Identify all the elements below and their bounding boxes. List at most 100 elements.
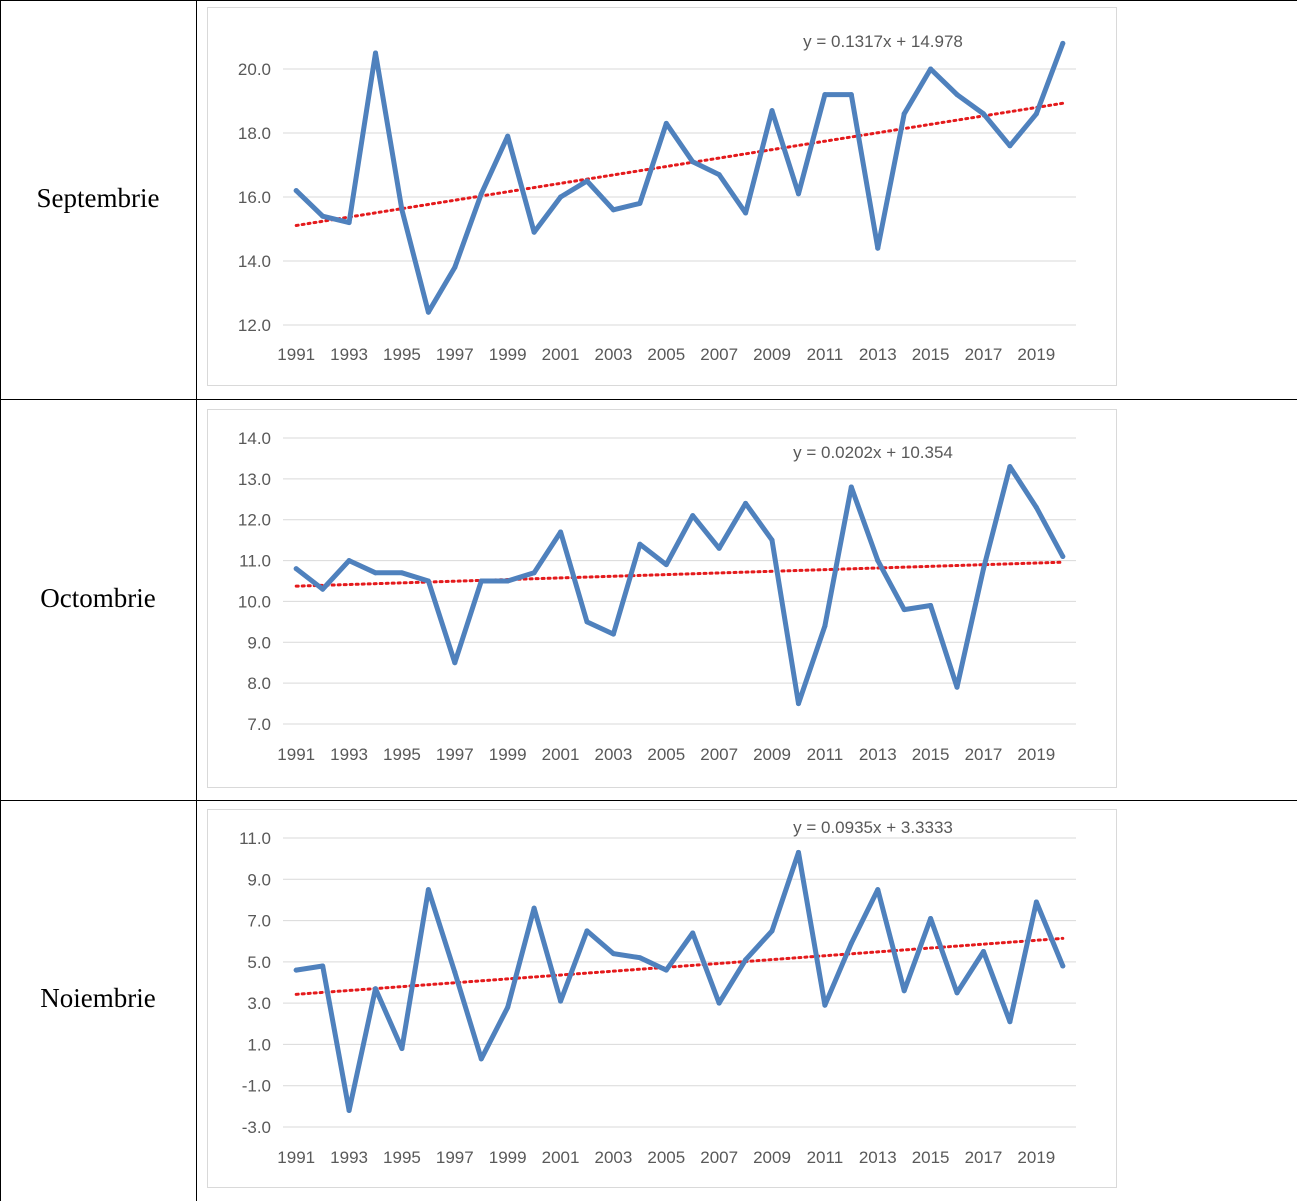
x-tick-label: 1997 xyxy=(436,345,474,364)
table-row-divider xyxy=(0,399,1297,400)
trendline xyxy=(294,101,1065,227)
data-point xyxy=(373,50,379,56)
data-point xyxy=(875,245,881,251)
data-point xyxy=(425,887,431,893)
y-tick-label: 14.0 xyxy=(238,252,271,271)
x-tick-label: 2009 xyxy=(753,1148,791,1167)
x-tick-label: 2019 xyxy=(1017,345,1055,364)
x-tick-label: 1993 xyxy=(330,345,368,364)
data-point xyxy=(637,200,643,206)
data-point xyxy=(795,849,801,855)
row-label-november: Noiembrie xyxy=(40,983,156,1013)
x-tick-label: 2001 xyxy=(542,345,580,364)
row-label-october: Octombrie xyxy=(40,583,156,613)
data-point xyxy=(478,578,484,584)
x-tick-label: 2013 xyxy=(859,345,897,364)
data-point xyxy=(716,545,722,551)
x-tick-label: 1995 xyxy=(383,1148,421,1167)
x-tick-label: 2017 xyxy=(965,745,1003,764)
data-point xyxy=(478,191,484,197)
data-point xyxy=(822,1002,828,1008)
y-tick-label: 11.0 xyxy=(239,829,271,848)
x-tick-label: 1991 xyxy=(277,1148,315,1167)
data-point xyxy=(822,623,828,629)
trendline xyxy=(294,936,1065,996)
x-tick-label: 2013 xyxy=(859,1148,897,1167)
data-point xyxy=(848,940,854,946)
x-tick-label: 1997 xyxy=(436,745,474,764)
data-point xyxy=(901,111,907,117)
data-point xyxy=(980,111,986,117)
x-tick-label: 1999 xyxy=(489,745,527,764)
y-tick-label: 7.0 xyxy=(247,715,271,734)
y-tick-label: 3.0 xyxy=(247,994,271,1013)
data-point xyxy=(346,558,352,564)
x-tick-label: 2017 xyxy=(965,1148,1003,1167)
data-point xyxy=(1007,1019,1013,1025)
x-tick-label: 2011 xyxy=(807,745,844,764)
data-point xyxy=(663,120,669,126)
x-tick-label: 2005 xyxy=(647,745,685,764)
y-tick-label: 12.0 xyxy=(238,316,271,335)
x-tick-label: 2019 xyxy=(1017,1148,1055,1167)
data-point xyxy=(505,1004,511,1010)
data-point xyxy=(848,484,854,490)
x-tick-label: 2001 xyxy=(542,1148,580,1167)
x-tick-label: 2001 xyxy=(542,745,580,764)
chart-september: 12.0 14.0 16.0 18.0 20.0 1991 1993 1995 1997 1999… xyxy=(207,7,1117,386)
data-point xyxy=(954,990,960,996)
data-point xyxy=(293,566,299,572)
data-point xyxy=(584,928,590,934)
series-line xyxy=(293,849,1066,1113)
data-point xyxy=(425,578,431,584)
table-column-divider xyxy=(196,0,197,1201)
y-tick-label: 14.0 xyxy=(238,429,271,448)
y-tick-label: 8.0 xyxy=(247,674,271,693)
trendline-equation: y = 0.0935x + 3.3333 xyxy=(793,818,953,837)
data-point xyxy=(346,1107,352,1113)
data-point xyxy=(875,887,881,893)
data-point xyxy=(980,566,986,572)
y-tick-label: 20.0 xyxy=(238,60,271,79)
data-point xyxy=(478,1056,484,1062)
data-point xyxy=(822,92,828,98)
x-tick-label: 2011 xyxy=(807,345,844,364)
x-tick-label: 2009 xyxy=(753,745,791,764)
chart-svg-november: -3.0 -1.0 1.0 3.0 5.0 7.0 9.0 11.0 1991 1993 1995 1… xyxy=(239,818,1076,1167)
data-point xyxy=(716,1000,722,1006)
data-point xyxy=(505,133,511,139)
data-point xyxy=(769,928,775,934)
data-point xyxy=(373,570,379,576)
y-tick-label: 11.0 xyxy=(239,552,271,571)
x-tick-label: 2003 xyxy=(595,345,633,364)
x-tick-label: 2015 xyxy=(912,345,950,364)
x-tick-label: 2007 xyxy=(700,745,738,764)
x-tick-label: 1995 xyxy=(383,345,421,364)
data-point xyxy=(743,957,749,963)
data-point xyxy=(558,998,564,1004)
data-point xyxy=(1060,963,1066,969)
data-point xyxy=(293,188,299,194)
data-point xyxy=(531,570,537,576)
x-tick-label: 1993 xyxy=(330,1148,368,1167)
data-point xyxy=(663,967,669,973)
data-point xyxy=(901,988,907,994)
y-tick-label: 16.0 xyxy=(238,188,271,207)
data-point xyxy=(558,529,564,535)
y-tick-label: -3.0 xyxy=(242,1118,271,1137)
data-point xyxy=(690,513,696,519)
data-point xyxy=(928,603,934,609)
x-tick-label: 1993 xyxy=(330,745,368,764)
data-point xyxy=(954,92,960,98)
y-tick-label: 12.0 xyxy=(238,511,271,530)
data-point xyxy=(452,969,458,975)
data-point xyxy=(769,108,775,114)
data-point xyxy=(399,1046,405,1052)
data-point xyxy=(1060,40,1066,46)
table-border-top xyxy=(0,0,1297,1)
x-tick-label: 1995 xyxy=(383,745,421,764)
x-tick-label: 1991 xyxy=(277,745,315,764)
x-tick-label: 1997 xyxy=(436,1148,474,1167)
x-tick-label: 2019 xyxy=(1017,745,1055,764)
x-tick-label: 2007 xyxy=(700,345,738,364)
